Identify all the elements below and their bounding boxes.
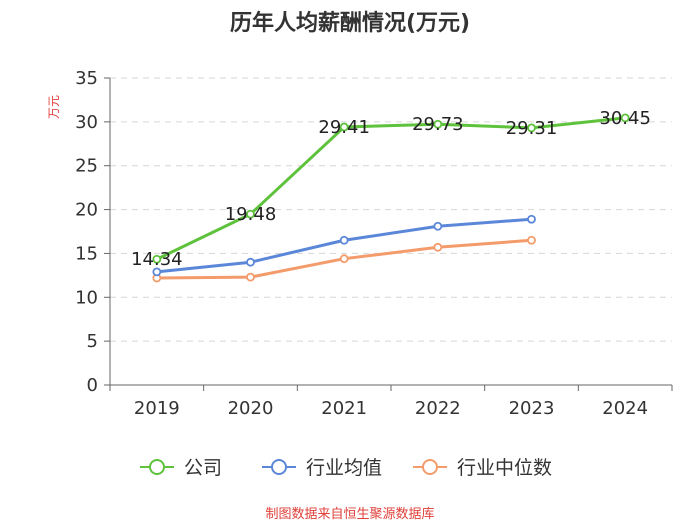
legend-item: 公司 [140, 457, 222, 479]
y-ticks: 0 5 10 15 20 25 30 35 [75, 68, 110, 396]
legend-item: 行业均值 [262, 457, 382, 479]
y-tick-label: 0 [87, 375, 98, 396]
y-tick-label: 15 [75, 243, 98, 264]
data-point [339, 254, 349, 264]
data-label: 29.73 [412, 114, 464, 135]
y-tick-label: 20 [75, 200, 98, 221]
data-point [527, 123, 536, 133]
legend-label: 公司 [184, 457, 222, 479]
x-tick-label: 2023 [509, 398, 555, 419]
y-tick-label: 35 [75, 68, 98, 89]
grid-lines [110, 77, 672, 342]
series-3 [152, 235, 536, 283]
y-tick-label: 5 [87, 331, 98, 352]
data-point [152, 267, 162, 277]
data-label: 29.31 [506, 118, 558, 139]
data-point [527, 214, 536, 224]
data-label: 14.34 [131, 249, 183, 270]
data-point [246, 209, 255, 219]
data-point [152, 254, 162, 264]
legend-marker [422, 459, 438, 475]
data-point [246, 272, 255, 282]
source-note: 制图数据来自恒生聚源数据库 [265, 506, 434, 522]
data-point [433, 221, 443, 231]
legend: 公司 行业均值 行业中位数 [140, 457, 552, 479]
axes [109, 78, 672, 386]
data-point [620, 113, 630, 123]
y-tick-label: 10 [75, 287, 98, 308]
x-tick-label: 2024 [602, 398, 648, 419]
x-ticks: 2019 2020 2021 2022 2023 2024 [109, 385, 673, 419]
data-label: 19.48 [225, 204, 277, 225]
legend-marker [271, 459, 287, 475]
y-axis-label: 万元 [47, 95, 61, 119]
x-tick-label: 2019 [134, 398, 180, 419]
y-tick-label: 30 [75, 112, 98, 133]
legend-marker [149, 459, 165, 475]
series-1: 14.34 19.48 29.41 29.73 29.31 30.45 [131, 108, 651, 270]
data-point [527, 235, 536, 245]
data-point [339, 122, 349, 132]
x-tick-label: 2020 [228, 398, 274, 419]
y-tick-label: 25 [75, 156, 98, 177]
data-point [339, 235, 349, 245]
series-2 [152, 214, 536, 277]
legend-item: 行业中位数 [413, 457, 552, 479]
series-layer: 14.34 19.48 29.41 29.73 29.31 30.45 [131, 108, 651, 283]
legend-label: 行业中位数 [457, 457, 552, 479]
x-tick-label: 2021 [321, 398, 367, 419]
x-tick-label: 2022 [415, 398, 461, 419]
data-label: 30.45 [599, 108, 651, 129]
data-label: 29.41 [318, 117, 370, 138]
series-line [156, 116, 626, 261]
data-point [433, 242, 443, 252]
data-point [246, 257, 255, 267]
data-point [433, 119, 443, 129]
legend-label: 行业均值 [306, 457, 382, 479]
chart-title: 历年人均薪酬情况(万元) [230, 10, 470, 36]
